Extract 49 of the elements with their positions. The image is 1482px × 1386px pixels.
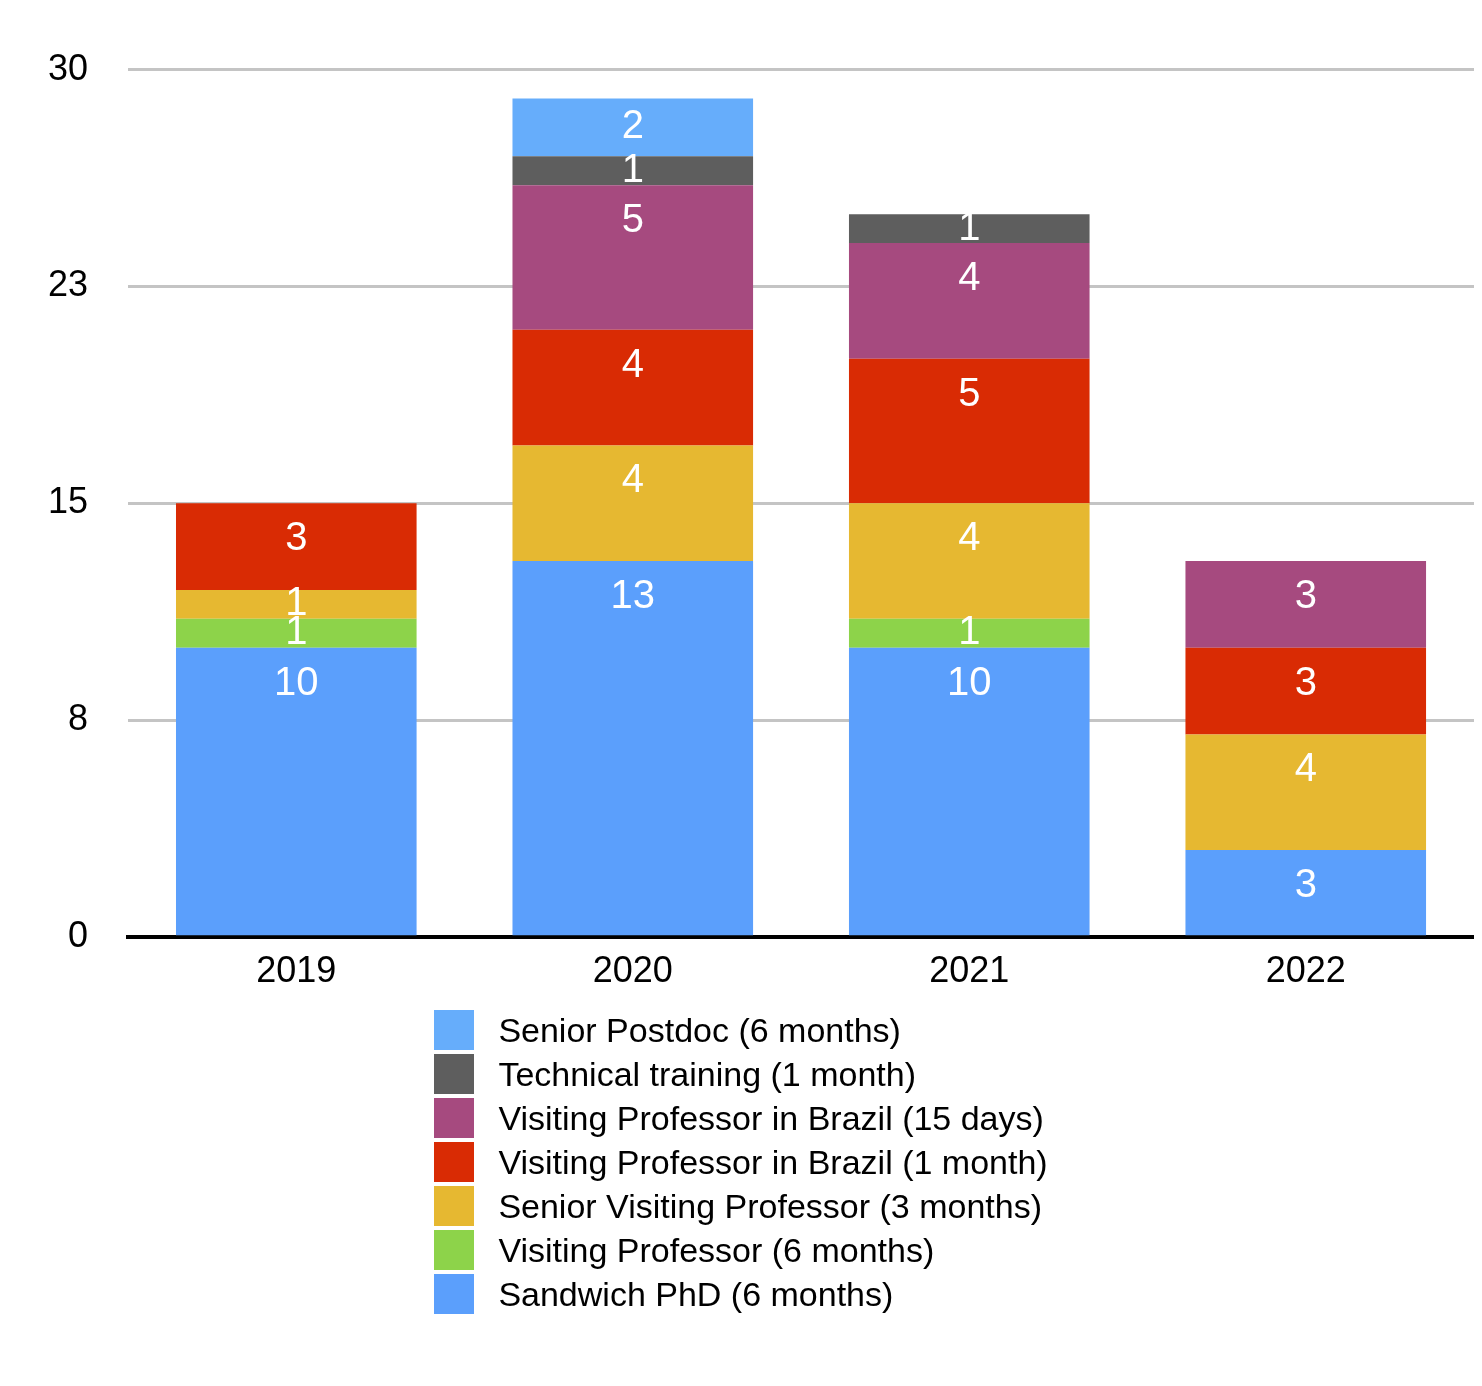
data-label: 5 — [958, 369, 981, 414]
bar — [848, 647, 1090, 936]
bar — [1185, 850, 1427, 936]
bar — [848, 358, 1090, 504]
data-label: 2 — [621, 102, 644, 147]
bar — [512, 329, 754, 446]
x-tick-label: 2022 — [1265, 949, 1346, 991]
bar — [1185, 561, 1427, 648]
data-label: 3 — [1294, 861, 1317, 906]
bar — [512, 445, 754, 562]
data-label: 4 — [958, 514, 981, 559]
legend-label: Technical training (1 month) — [498, 1054, 917, 1094]
legend-label: Sandwich PhD (6 months) — [498, 1274, 894, 1314]
data-label: 4 — [1294, 745, 1317, 790]
data-label: 5 — [621, 196, 644, 241]
bar — [512, 561, 754, 936]
bar — [512, 185, 754, 330]
bar — [1185, 647, 1427, 735]
data-label: 3 — [1294, 658, 1317, 703]
legend-label: Visiting Professor (6 months) — [498, 1230, 935, 1270]
bar — [1185, 734, 1427, 851]
bar — [512, 156, 754, 186]
legend-label: Senior Postdoc (6 months) — [498, 1010, 901, 1050]
y-tick-label: 8 — [68, 696, 89, 738]
bar — [848, 243, 1090, 359]
y-tick-label: 0 — [68, 913, 89, 955]
bar — [175, 618, 417, 648]
legend-label: Visiting Professor in Brazil (15 days) — [498, 1098, 1044, 1138]
y-tick-label: 15 — [48, 480, 89, 522]
data-label: 4 — [958, 254, 981, 299]
data-label: 4 — [621, 340, 644, 385]
data-label: 13 — [610, 572, 656, 617]
data-label: 3 — [1294, 572, 1317, 617]
bar — [848, 618, 1090, 648]
x-tick-label: 2020 — [592, 949, 673, 991]
x-tick-label: 2021 — [929, 949, 1010, 991]
legend-label: Senior Visiting Professor (3 months) — [498, 1186, 1042, 1226]
x-tick-label: 2019 — [256, 949, 337, 991]
data-label: 4 — [621, 456, 644, 501]
data-label: 1 — [621, 145, 644, 190]
bar — [175, 647, 417, 936]
data-label: 10 — [274, 658, 319, 703]
data-label: 3 — [285, 514, 308, 559]
bar — [848, 214, 1090, 244]
legend-label: Visiting Professor in Brazil (1 month) — [498, 1142, 1048, 1182]
y-tick-label: 23 — [48, 263, 89, 305]
y-tick-label: 30 — [48, 46, 89, 88]
data-label: 10 — [947, 658, 992, 703]
data-label: 1 — [958, 608, 981, 653]
